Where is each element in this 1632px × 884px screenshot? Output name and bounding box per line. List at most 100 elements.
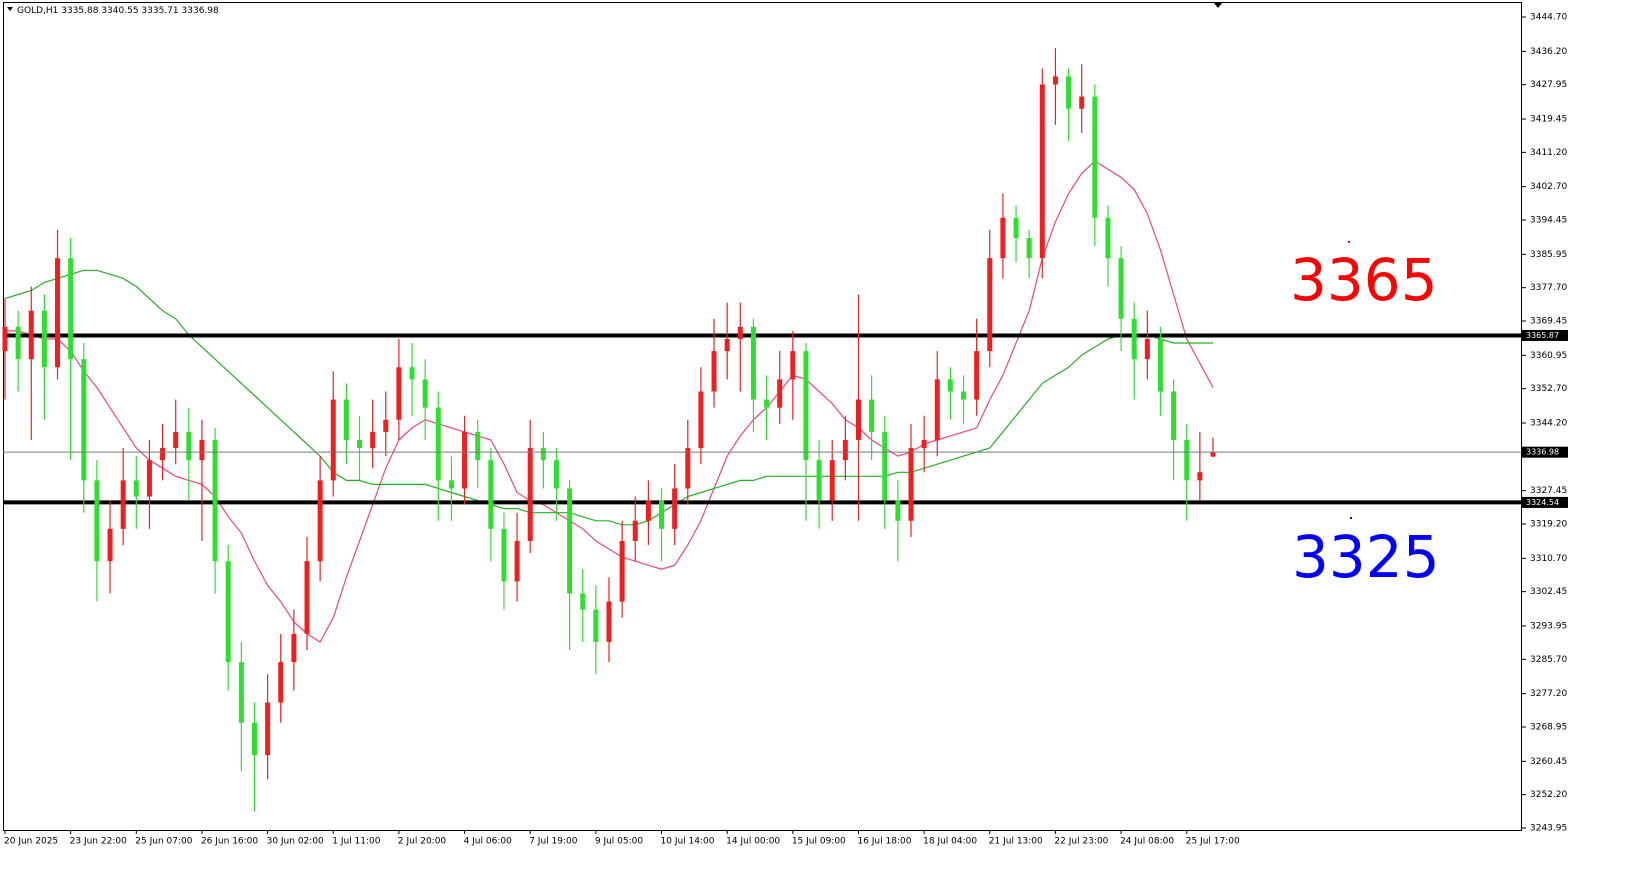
- candle-body: [146, 460, 152, 497]
- moving-average: [5, 160, 1214, 643]
- y-tick-label: 3277.20: [1530, 689, 1567, 699]
- level-label-box: [1522, 329, 1568, 341]
- y-tick-label: 3293.95: [1530, 621, 1567, 631]
- candle-body: [68, 258, 74, 360]
- ohlc-close: 3336.98: [182, 6, 219, 16]
- y-tick-label: 3285.70: [1530, 655, 1567, 665]
- x-tick-label: 22 Jul 23:00: [1054, 837, 1108, 847]
- y-tick-label: 3394.45: [1530, 216, 1567, 226]
- y-tick-label: 3360.95: [1530, 351, 1567, 361]
- candle-body: [593, 609, 599, 642]
- candle-body: [724, 338, 730, 352]
- annotation-dot: [1348, 241, 1350, 243]
- chart-header: GOLD,H1 3335.88 3340.55 3335.71 3336.98: [17, 6, 219, 16]
- candle-body: [1026, 237, 1032, 259]
- candle-body: [645, 500, 651, 521]
- x-tick-label: 30 Jun 02:00: [267, 837, 324, 847]
- candle-body: [107, 528, 113, 562]
- candle-body: [1197, 472, 1203, 481]
- x-tick-label: 20 Jun 2025: [4, 837, 58, 847]
- candle-body: [278, 662, 284, 703]
- candle-body: [2, 326, 8, 352]
- x-tick-label: 1 Jul 11:00: [332, 837, 381, 847]
- candle-body: [1144, 338, 1150, 360]
- candle-body: [28, 310, 34, 360]
- y-tick-label: 3352.70: [1530, 384, 1567, 394]
- candle-body: [580, 593, 586, 610]
- candle-body: [632, 520, 638, 541]
- candle-body: [212, 439, 218, 562]
- candle-body: [672, 488, 678, 529]
- y-tick-label: 3402.70: [1530, 182, 1567, 192]
- candle-body: [409, 367, 415, 380]
- candle-body: [921, 439, 927, 449]
- candle-body: [908, 448, 914, 521]
- level-label-box: [1522, 496, 1568, 508]
- candle-body: [1092, 96, 1098, 218]
- candle-body: [120, 480, 126, 529]
- candle-body: [475, 431, 481, 461]
- x-tick-label: 25 Jul 17:00: [1186, 837, 1240, 847]
- candle-body: [422, 379, 428, 408]
- candle-body: [567, 488, 573, 594]
- candle-body: [1184, 439, 1190, 481]
- candle-body: [199, 439, 205, 461]
- x-tick-label: 24 Jul 08:00: [1120, 837, 1174, 847]
- candle-body: [304, 561, 310, 634]
- candle-body: [330, 399, 336, 481]
- level-label: 3324.54: [1526, 498, 1559, 507]
- candle-body: [606, 601, 612, 642]
- candle-body: [540, 448, 546, 461]
- candle-body: [55, 258, 61, 368]
- candle-body: [488, 460, 494, 529]
- x-tick-label: 26 Jun 16:00: [201, 837, 258, 847]
- ohlc-open: 3335.88: [61, 6, 98, 16]
- candle-body: [1039, 84, 1045, 259]
- x-tick-label: 7 Jul 19:00: [529, 837, 578, 847]
- candle-body: [527, 448, 533, 541]
- y-tick-label: 3268.95: [1530, 722, 1567, 732]
- candle-body: [974, 351, 980, 400]
- y-tick-label: 3260.45: [1530, 757, 1567, 767]
- candle-body: [225, 561, 231, 663]
- candle-body: [947, 379, 953, 392]
- x-tick-label: 23 Jun 22:00: [70, 837, 127, 847]
- annotation-dot: [1350, 517, 1352, 519]
- candle-body: [383, 419, 389, 432]
- candle-body: [869, 399, 875, 432]
- candle-body: [448, 480, 454, 489]
- candle-body: [265, 702, 271, 756]
- candle-body: [1131, 318, 1137, 360]
- moving-average: [4, 269, 1213, 526]
- y-tick-label: 3344.20: [1530, 419, 1567, 429]
- price-label-box: [1522, 446, 1568, 458]
- candle-body: [1052, 76, 1058, 85]
- y-tick-label: 3327.45: [1530, 486, 1567, 496]
- shift-marker: [1214, 3, 1222, 8]
- candle-body: [1171, 391, 1177, 440]
- annotation: 3365: [1290, 246, 1438, 314]
- candle-body: [842, 439, 848, 461]
- candle-body: [934, 379, 940, 440]
- candle-body: [1105, 217, 1111, 259]
- y-tick-label: 3427.95: [1530, 80, 1567, 90]
- candle-body: [1210, 452, 1216, 457]
- chart-title: GOLD,H1: [17, 6, 58, 16]
- x-tick-label: 25 Jun 07:00: [135, 837, 192, 847]
- symbol-menu-icon: [7, 7, 13, 11]
- candle-body: [711, 351, 717, 392]
- x-tick-label: 9 Jul 05:00: [595, 837, 644, 847]
- candle-body: [803, 351, 809, 461]
- candle-body: [370, 431, 376, 449]
- candle-body: [1079, 96, 1085, 109]
- candle-body: [816, 460, 822, 501]
- y-tick-label: 3252.20: [1530, 790, 1567, 800]
- candle-body: [317, 480, 323, 562]
- candle-body: [1066, 76, 1072, 109]
- y-tick-label: 3411.20: [1530, 148, 1567, 158]
- candle-body: [961, 391, 967, 400]
- candle-body: [987, 258, 993, 352]
- candle-body: [462, 431, 468, 489]
- y-tick-label: 3319.20: [1530, 519, 1567, 529]
